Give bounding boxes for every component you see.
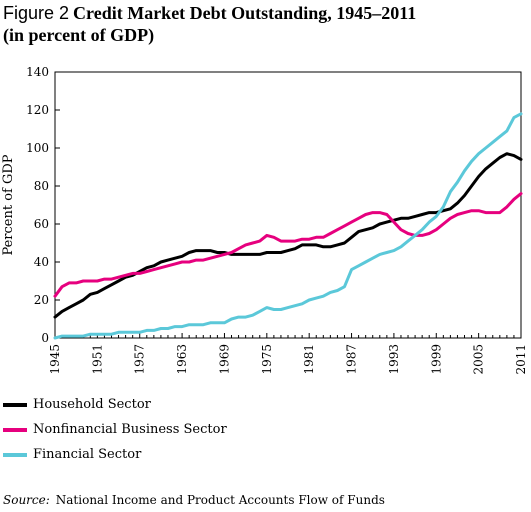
series-line-business [53, 192, 523, 298]
y-tick-label: 0 [41, 331, 49, 345]
line-chart: 0 20 40 60 80 100 120 140 1945 1951 1957 1963 1969 19… [1, 65, 528, 375]
x-tick-label: 1945 [48, 344, 62, 375]
x-tick-label: 1987 [345, 344, 359, 375]
figure-label: Figure 2 [3, 3, 70, 23]
x-tick-label: 1957 [133, 344, 147, 375]
y-tick-label: 60 [34, 217, 49, 231]
legend-label-household: Household Sector [33, 397, 151, 412]
series-line-household [53, 152, 523, 319]
x-tick-label: 2005 [472, 344, 486, 375]
x-tick-label: 2011 [514, 344, 528, 375]
source-note: Source: National Income and Product Accou… [3, 493, 385, 507]
chart-legend: Household Sector Nonfinancial Business S… [0, 392, 227, 467]
series-line-financial [53, 112, 523, 340]
y-tick-label: 140 [26, 65, 49, 79]
y-tick-label: 20 [34, 293, 49, 307]
x-tick-label: 1951 [90, 344, 104, 375]
y-tick-label: 100 [26, 141, 49, 155]
figure-title: Figure 2 Credit Market Debt Outstanding, … [3, 2, 416, 46]
figure-title-line1: Figure 2 Credit Market Debt Outstanding, … [3, 2, 416, 24]
x-tick-label: 1993 [387, 344, 401, 375]
legend-swatch-business [3, 427, 27, 432]
source-text: National Income and Product Accounts Flo… [55, 493, 385, 507]
legend-item-household: Household Sector [0, 392, 227, 417]
x-tick-label: 1975 [260, 344, 274, 375]
x-tick-label: 1963 [175, 344, 189, 375]
x-tick-label: 1969 [217, 344, 231, 375]
legend-swatch-financial [3, 452, 27, 457]
x-tick-label: 1981 [302, 344, 316, 375]
legend-label-financial: Financial Sector [33, 447, 142, 462]
figure-subtitle: (in percent of GDP) [3, 25, 155, 45]
y-tick-label: 80 [34, 179, 49, 193]
y-tick-label: 120 [26, 103, 49, 117]
y-axis-label: Percent of GDP [1, 154, 16, 255]
legend-label-business: Nonfinancial Business Sector [33, 422, 227, 437]
source-label: Source: [3, 493, 50, 507]
legend-item-financial: Financial Sector [0, 442, 227, 467]
figure-title-text: Credit Market Debt Outstanding, 1945–201… [73, 3, 417, 23]
legend-item-business: Nonfinancial Business Sector [0, 417, 227, 442]
legend-swatch-household [3, 402, 27, 407]
plot-frame [54, 71, 522, 339]
x-tick-label: 1999 [429, 344, 443, 375]
y-tick-label: 40 [34, 255, 49, 269]
